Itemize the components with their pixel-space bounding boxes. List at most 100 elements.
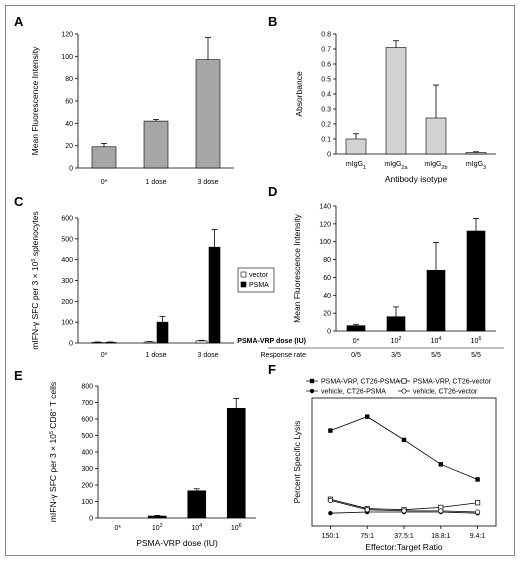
- y-tick-label: 0: [327, 152, 331, 159]
- bar: [187, 490, 207, 519]
- data-point: [475, 477, 480, 482]
- y-tick-label: 0.3: [321, 107, 331, 114]
- data-point: [475, 500, 481, 506]
- bar: [425, 117, 447, 155]
- y-tick-label: 0.1: [321, 137, 331, 144]
- response-rate-value: 0/5: [351, 352, 361, 359]
- legend-marker: [401, 388, 407, 394]
- y-tick-label: 500: [61, 236, 73, 243]
- legend-label: vehicle, CT26-PSMA: [321, 389, 386, 396]
- x-tick-label: 3 dose: [197, 179, 218, 186]
- y-tick-label: 0.5: [321, 77, 331, 84]
- bar-psma: [104, 342, 117, 344]
- x-tick-label-base: 10: [431, 338, 439, 345]
- y-axis-label-part: CD8: [48, 411, 58, 431]
- y-tick-label: 0.2: [321, 122, 331, 129]
- y-axis-label-group: mIFN-γ SFC per 3 × 105 splenocytes: [30, 211, 40, 349]
- x-tick-label: 102: [391, 336, 402, 345]
- data-point: [364, 507, 370, 513]
- y-tick-label: 600: [61, 216, 73, 223]
- x-tick-label-base: 10: [471, 338, 479, 345]
- panel-letter-c: C: [14, 194, 24, 209]
- x-tick-label-base: mIgG: [424, 161, 441, 168]
- x-tick-label-base: 10: [231, 525, 239, 532]
- bar-vector: [143, 341, 156, 344]
- bar: [385, 47, 407, 155]
- x-tick-label-base: 10: [152, 525, 160, 532]
- response-rate-value: 5/5: [471, 352, 481, 359]
- response-rate-value: 3/5: [391, 352, 401, 359]
- y-tick-label: 120: [61, 32, 73, 39]
- data-point: [328, 428, 333, 433]
- x-axis-label: PSMA-VRP dose (IU): [237, 338, 306, 345]
- data-point: [365, 414, 370, 419]
- y-tick-label: 400: [61, 257, 73, 264]
- x-tick-label: mIgG2b: [424, 161, 447, 171]
- legend-marker: [309, 378, 315, 384]
- y-axis-label: Percent Specific Lysis: [292, 421, 302, 504]
- y-axis-label: Mean Fluorescence Intensity: [30, 46, 40, 155]
- x-tick-label-script: 4: [199, 523, 202, 529]
- y-tick-label: 400: [81, 450, 93, 457]
- y-axis-label-part: +: [49, 408, 55, 411]
- y-axis-label-part: 5: [31, 259, 37, 262]
- x-tick-label-base: 0*: [114, 525, 121, 532]
- y-tick-label: 200: [81, 483, 93, 490]
- x-tick-label-base: mIgG: [346, 161, 363, 168]
- x-tick-label: 106: [231, 523, 242, 532]
- panel-letter-d: D: [268, 184, 277, 199]
- x-tick-label-script: 2: [160, 523, 163, 529]
- legend-label: PSMA-VRP, CT26-vector: [413, 379, 492, 386]
- data-point: [438, 462, 443, 467]
- y-tick-label: 0: [327, 329, 331, 336]
- bar: [91, 146, 117, 169]
- bar: [386, 316, 406, 332]
- y-tick-label: 80: [65, 76, 73, 83]
- panel-letter-f: F: [268, 362, 276, 377]
- x-tick-label: 1 dose: [145, 179, 166, 186]
- y-axis-label-group: mIFN-γ SFC per 3 × 105 CD8+ T cells: [48, 382, 58, 522]
- legend-marker: [309, 388, 315, 394]
- plot-frame: [311, 397, 497, 527]
- y-tick-label: 200: [61, 299, 73, 306]
- y-tick-label: 20: [65, 143, 73, 150]
- data-point: [401, 508, 407, 514]
- bar: [143, 120, 169, 169]
- y-tick-label: 100: [81, 499, 93, 506]
- y-tick-label: 300: [61, 278, 73, 285]
- legend-label: PSMA: [249, 282, 269, 289]
- y-tick-label: 500: [81, 433, 93, 440]
- x-tick-label: 1 dose: [145, 352, 166, 359]
- x-axis-label: Effector:Target Ratio: [365, 542, 443, 552]
- data-point: [438, 508, 444, 514]
- y-axis-label: Mean Fluorescence Intensity: [292, 213, 302, 322]
- x-tick-label: 0*: [101, 352, 108, 359]
- y-axis-label: Absorbance: [294, 71, 304, 117]
- x-tick-label: 0*: [101, 179, 108, 186]
- y-tick-label: 140: [319, 204, 331, 211]
- y-axis-label-group: Absorbance: [294, 71, 304, 117]
- y-tick-label: 120: [319, 221, 331, 228]
- y-tick-label: 60: [65, 99, 73, 106]
- legend-label: vehicle, CT26-vector: [413, 389, 478, 396]
- data-point: [401, 437, 407, 443]
- y-axis-label-group: Percent Specific Lysis: [292, 421, 302, 504]
- y-tick-label: 700: [81, 400, 93, 407]
- panel-letter-b: B: [268, 14, 277, 29]
- legend-marker: [401, 378, 407, 384]
- legend-box: [237, 267, 275, 293]
- x-tick-label-base: mIgG: [466, 161, 483, 168]
- figure-panel: A 0 20 40 60 80 100 120 0* 1 dose 3 dose Mean Fluor…: [5, 5, 515, 556]
- y-tick-label: 0.4: [321, 92, 331, 99]
- data-point: [327, 497, 333, 503]
- y-axis-label-part: 5: [49, 431, 55, 434]
- bar: [345, 138, 367, 155]
- bar: [195, 59, 221, 169]
- bar-psma: [208, 246, 221, 344]
- y-tick-label: 40: [323, 293, 331, 300]
- x-tick-label-script: 6: [239, 523, 242, 529]
- response-rate-label: Response rate: [260, 352, 306, 359]
- bar-vector: [195, 340, 208, 344]
- y-axis-label: mIFN-γ SFC per 3 × 105 CD8+ T cells: [48, 382, 58, 522]
- y-tick-label: 300: [81, 466, 93, 473]
